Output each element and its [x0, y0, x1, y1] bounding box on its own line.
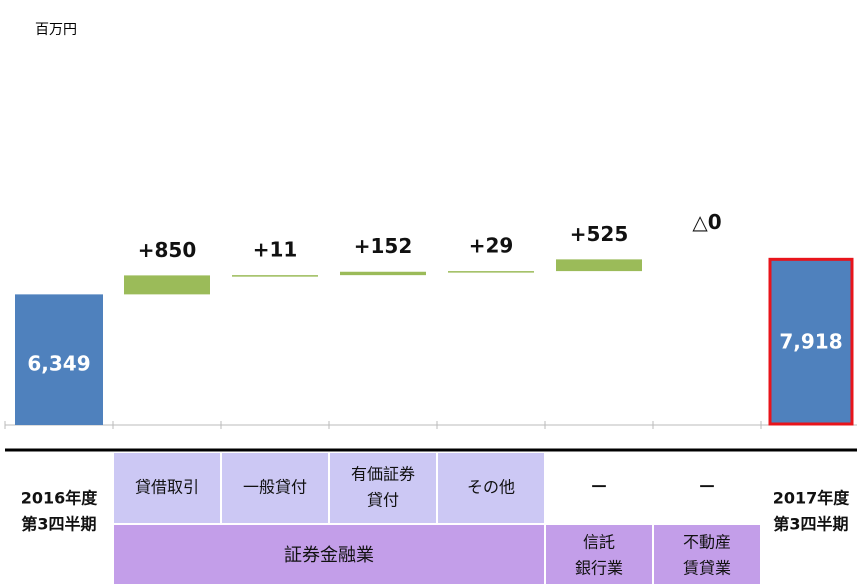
subcategory-label: 貸借取引 [135, 478, 199, 497]
unit-label: 百万円 [35, 22, 77, 38]
step-bar [232, 275, 318, 277]
step-label: +152 [354, 234, 413, 258]
subcategory-label: 貸付 [367, 491, 399, 510]
segment-label: 信託 [583, 533, 615, 552]
step-bar [124, 275, 210, 295]
start-label: 6,349 [27, 352, 90, 376]
subcategory-cell [438, 453, 544, 523]
subcategory-label: 一般貸付 [243, 478, 307, 497]
subcategory-cell [222, 453, 328, 523]
step-label: +850 [138, 238, 197, 262]
step-label: +525 [570, 222, 629, 246]
step-bar [556, 259, 642, 272]
step-label: △0 [692, 210, 721, 234]
segment-cell [546, 525, 652, 584]
end-label: 7,918 [779, 330, 842, 354]
step-bar [448, 271, 534, 273]
segment-label: 賃貸業 [683, 559, 731, 578]
subcategory-cell [330, 453, 436, 523]
segment-cell [654, 525, 760, 584]
step-label: +11 [253, 238, 298, 262]
step-label: +29 [469, 234, 514, 258]
segment-label: 銀行業 [575, 559, 623, 578]
period-label: 2017年度 [773, 489, 851, 508]
period-label: 第3四半期 [21, 515, 96, 534]
segment-label: 証券金融業 [284, 545, 374, 566]
segment-label: 不動産 [683, 533, 731, 552]
subcategory-label: － [590, 477, 608, 498]
period-label: 2016年度 [21, 489, 99, 508]
start-bar [15, 294, 103, 425]
subcategory-cell [114, 453, 220, 523]
step-bar [340, 271, 426, 276]
subcategory-label: 有価証券 [351, 465, 415, 484]
subcategory-label: その他 [467, 478, 515, 497]
end-bar [768, 257, 854, 426]
segment-cell [114, 525, 544, 584]
period-label: 第3四半期 [773, 515, 848, 534]
subcategory-label: － [698, 477, 716, 498]
